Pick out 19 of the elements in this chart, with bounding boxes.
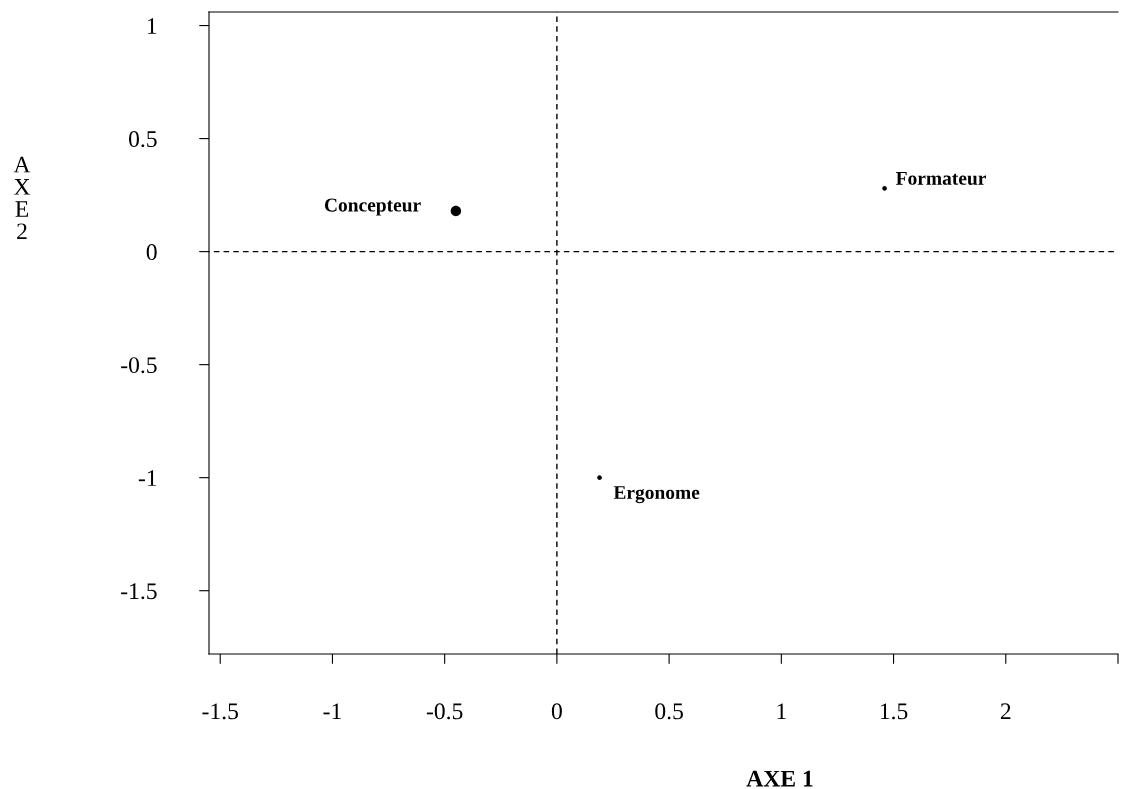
x-tick-label: -1.5 (202, 703, 238, 720)
y-tick-label: -1.5 (121, 583, 157, 600)
x-tick-label: 0.5 (655, 703, 683, 720)
annotation: Ergonome (613, 486, 700, 504)
y-axis-title: AXE 2 (13, 156, 31, 240)
x-tick-label: -1 (323, 703, 341, 719)
x-tick-label: 1.5 (880, 703, 908, 720)
y-tick-label: 0 (146, 244, 157, 261)
annotation: Formateur (896, 171, 986, 185)
x-tick-label: -0.5 (426, 703, 463, 720)
x-axis-title: AXE 1 (746, 770, 813, 787)
annotation: Concepteur (324, 198, 421, 216)
x-tick-label: 0 (551, 703, 562, 720)
y-tick-label: 0.5 (129, 131, 157, 148)
y-tick-label: -1 (138, 470, 157, 486)
x-tick-label: 2 (1000, 703, 1011, 719)
y-tick-label: -0.5 (121, 357, 157, 374)
y-tick-label: 1 (147, 18, 157, 34)
x-tick-label: 1 (777, 703, 786, 719)
